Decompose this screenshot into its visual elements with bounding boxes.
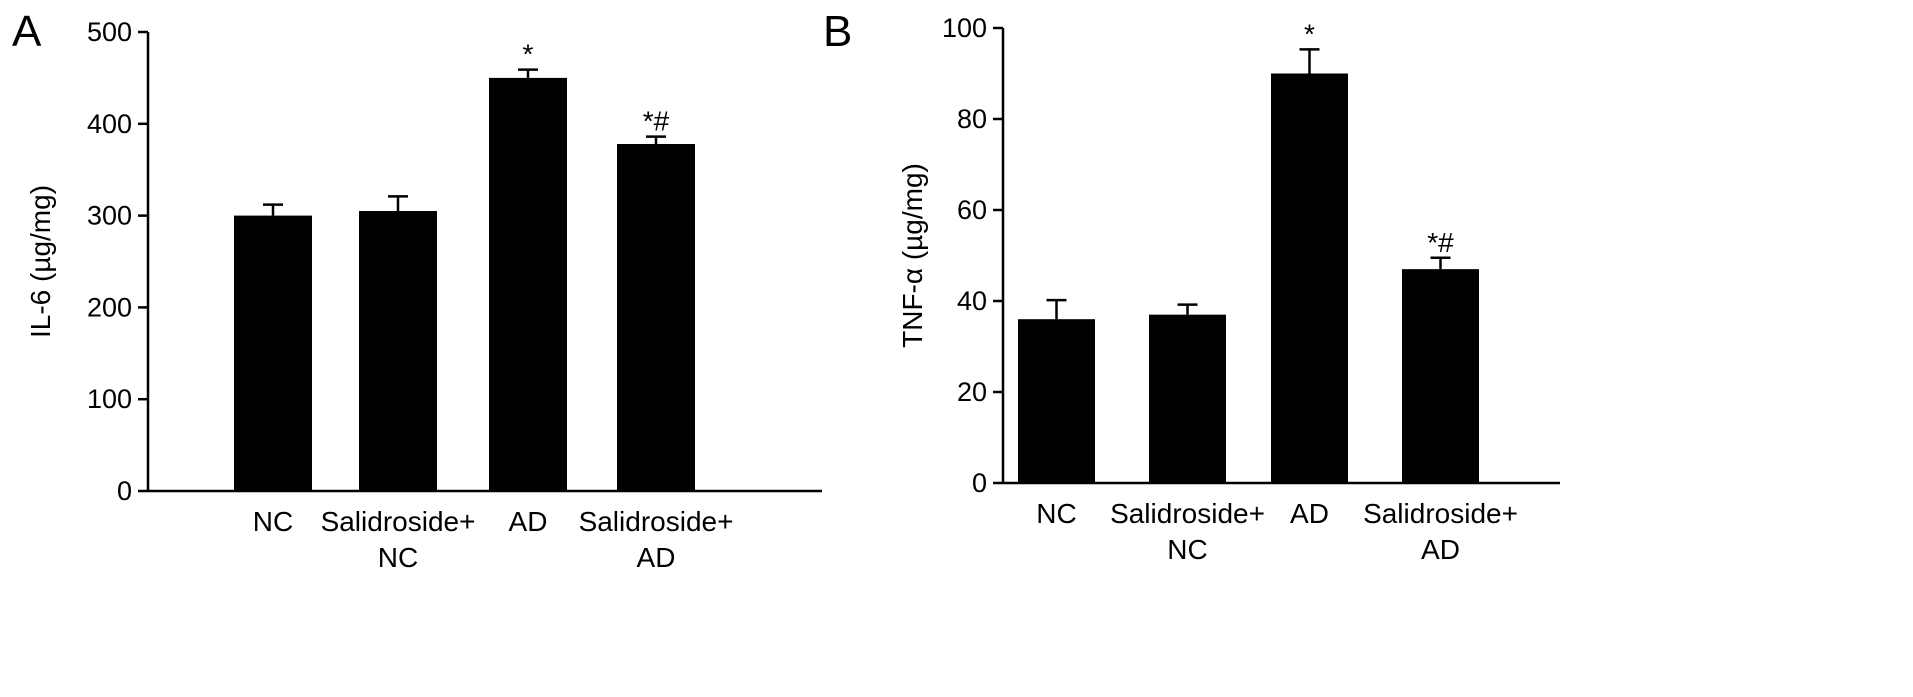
x-tick-label: AD (1290, 498, 1329, 529)
x-tick-label: NC (378, 542, 418, 573)
y-tick-label: 100 (942, 13, 987, 43)
x-tick-label: AD (509, 506, 548, 537)
y-tick-label: 100 (87, 384, 132, 414)
y-tick-label: 300 (87, 201, 132, 231)
panel-letter: A (12, 7, 42, 56)
bar (1271, 73, 1348, 483)
x-tick-label: Salidroside+ (321, 506, 476, 537)
significance-marker: *# (1427, 227, 1454, 258)
y-tick-label: 20 (957, 377, 987, 407)
x-tick-label: Salidroside+ (1363, 498, 1518, 529)
x-tick-label: AD (1421, 534, 1460, 565)
y-tick-label: 60 (957, 195, 987, 225)
y-axis-label: IL-6 (µg/mg) (25, 185, 56, 338)
y-tick-label: 400 (87, 109, 132, 139)
y-tick-label: 0 (117, 476, 132, 506)
x-tick-label: NC (253, 506, 293, 537)
bar (617, 143, 695, 491)
x-tick-label: NC (1167, 534, 1207, 565)
x-tick-label: AD (637, 542, 676, 573)
panel-b: B 0 20 40 60 80 100 TNF-α (µg/mg) NC Salidroside+… (823, 7, 1560, 565)
x-tick-label: NC (1036, 498, 1076, 529)
y-tick-label: 500 (87, 17, 132, 47)
significance-marker: * (523, 39, 534, 70)
bar (359, 211, 437, 491)
y-tick-label: 0 (972, 468, 987, 498)
panel-a: A 0 100 200 300 400 500 IL-6 (µg/mg) NC Salidrosi… (12, 7, 822, 573)
bar (1018, 319, 1095, 483)
y-tick-label: 80 (957, 104, 987, 134)
y-tick-label: 40 (957, 286, 987, 316)
bar (489, 77, 567, 492)
bar (1149, 314, 1226, 483)
x-tick-label: Salidroside+ (579, 506, 734, 537)
panel-letter: B (823, 7, 852, 56)
bar (1402, 269, 1479, 483)
y-axis-label: TNF-α (µg/mg) (897, 163, 928, 348)
significance-marker: *# (643, 106, 670, 137)
bar (234, 215, 312, 491)
significance-marker: * (1304, 18, 1315, 49)
x-tick-label: Salidroside+ (1110, 498, 1265, 529)
y-tick-label: 200 (87, 292, 132, 322)
